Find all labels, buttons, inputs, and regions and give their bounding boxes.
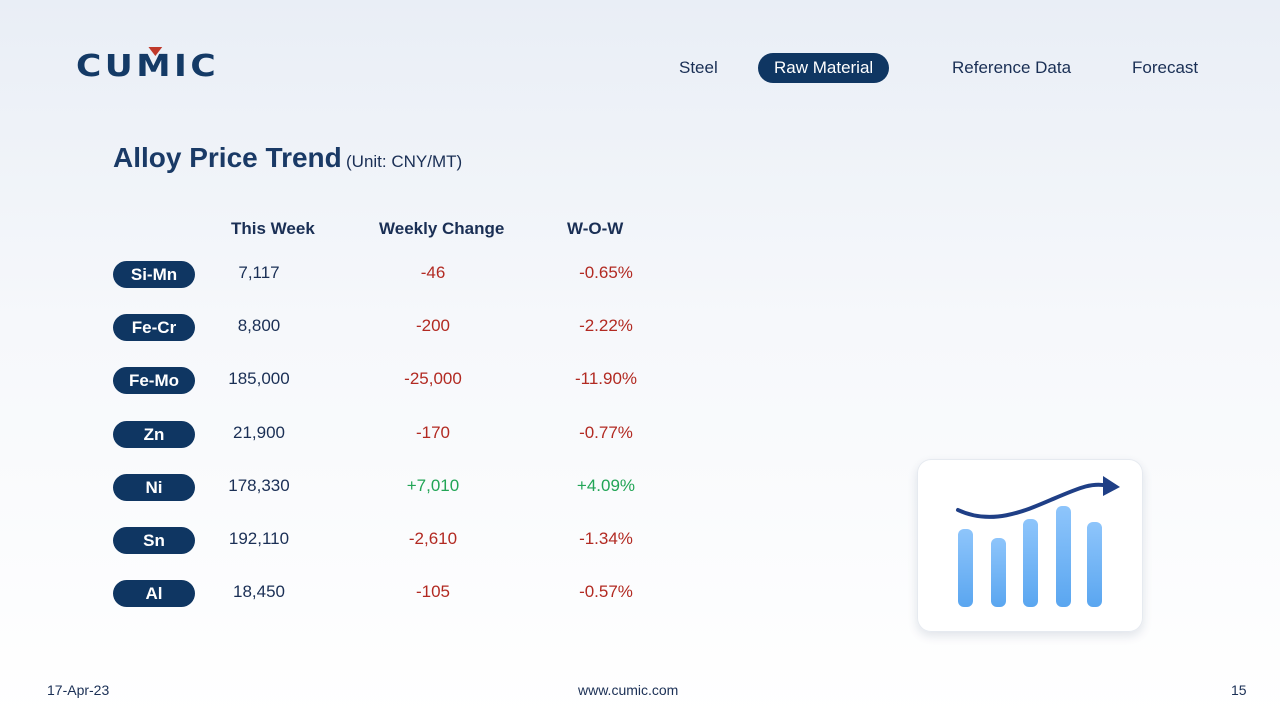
this-week-value: 192,110 (228, 529, 290, 548)
illustration-bar-4 (1056, 506, 1071, 607)
header-this-week: This Week (231, 219, 315, 238)
wow-value: -0.57% (579, 582, 633, 601)
illustration-bar-5 (1087, 522, 1102, 607)
table-row: Fe-Cr 8,800 -200 -2.22% (0, 314, 700, 344)
wow-value: -1.34% (579, 529, 633, 548)
weekly-change-value: -2,610 (408, 529, 458, 548)
nav-steel[interactable]: Steel (679, 58, 718, 77)
weekly-change-value: -200 (415, 316, 451, 335)
this-week-value: 185,000 (228, 369, 290, 388)
weekly-change-value: +7,010 (406, 476, 460, 495)
alloy-badge: Zn (113, 421, 195, 448)
weekly-change-value: -170 (415, 423, 451, 442)
table-row: Si-Mn 7,117 -46 -0.65% (0, 261, 700, 291)
illustration-trend-arrowhead (1103, 476, 1120, 496)
trend-chart-icon (917, 459, 1143, 632)
wow-value: -11.90% (574, 369, 638, 388)
nav-reference-data[interactable]: Reference Data (952, 58, 1072, 77)
page-title: Alloy Price Trend (113, 142, 342, 173)
footer-website[interactable]: www.cumic.com (578, 682, 679, 698)
alloy-badge: Ni (113, 474, 195, 501)
trend-chart-graphic (956, 476, 1120, 607)
footer-date: 17-Apr-23 (47, 682, 110, 698)
weekly-change-value: -105 (415, 582, 451, 601)
this-week-value: 21,900 (233, 423, 285, 442)
top-nav: Steel Raw Material Reference Data Foreca… (0, 53, 1280, 83)
nav-forecast[interactable]: Forecast (1132, 58, 1199, 77)
this-week-value: 8,800 (237, 316, 281, 335)
weekly-change-value: -25,000 (404, 369, 462, 388)
illustration-bar-1 (958, 529, 973, 607)
table-row: Ni 178,330 +7,010 +4.09% (0, 474, 700, 504)
weekly-change-value: -46 (420, 263, 446, 282)
wow-value: -0.77% (579, 423, 633, 442)
wow-value: -0.65% (579, 263, 633, 282)
illustration-bar-2 (991, 538, 1006, 607)
cumic-logo: CUMIC (76, 49, 220, 84)
nav-raw-material[interactable]: Raw Material (758, 53, 890, 83)
illustration-bar-3 (1023, 519, 1038, 607)
alloy-badge: Fe-Cr (113, 314, 195, 341)
table-row: Sn 192,110 -2,610 -1.34% (0, 527, 700, 557)
alloy-badge: Sn (113, 527, 195, 554)
this-week-value: 7,117 (238, 263, 280, 282)
wow-value: -2.22% (579, 316, 633, 335)
header-wow: W-O-W (567, 219, 624, 238)
alloy-badge: Fe-Mo (113, 367, 195, 394)
wow-value: +4.09% (576, 476, 636, 495)
unit-label: (Unit: CNY/MT) (346, 152, 463, 171)
this-week-value: 178,330 (228, 476, 290, 495)
table-row: Al 18,450 -105 -0.57% (0, 580, 700, 610)
alloy-badge: Si-Mn (113, 261, 195, 288)
this-week-value: 18,450 (233, 582, 285, 601)
table-row: Fe-Mo 185,000 -25,000 -11.90% (0, 367, 700, 397)
header-weekly-change: Weekly Change (379, 219, 505, 238)
page-number: 15 (1231, 682, 1247, 698)
table-row: Zn 21,900 -170 -0.77% (0, 421, 700, 451)
alloy-badge: Al (113, 580, 195, 607)
illustration-trend-line (956, 482, 1111, 519)
